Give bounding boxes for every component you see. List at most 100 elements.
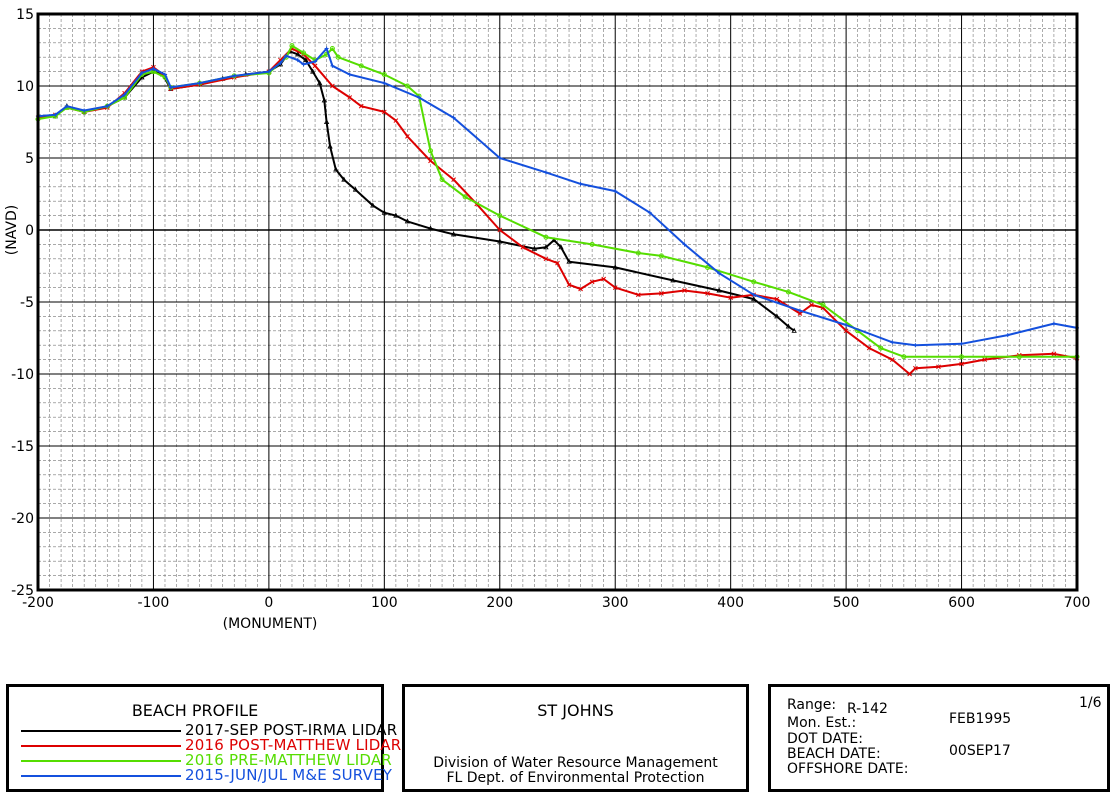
y-tick-label: -25 bbox=[11, 583, 34, 599]
data-point bbox=[462, 194, 468, 200]
data-point bbox=[612, 285, 618, 290]
data-point bbox=[785, 289, 791, 295]
data-point bbox=[330, 63, 335, 68]
data-point bbox=[658, 253, 664, 259]
data-point bbox=[151, 66, 156, 71]
data-point bbox=[497, 213, 503, 219]
data-point bbox=[139, 71, 144, 76]
y-tick-label: -5 bbox=[20, 295, 34, 311]
y-tick-label: 0 bbox=[25, 223, 34, 239]
data-point bbox=[122, 92, 127, 97]
data-point bbox=[589, 279, 595, 285]
data-point bbox=[393, 118, 399, 123]
legend-swatch bbox=[21, 760, 181, 762]
x-tick-label: 400 bbox=[717, 595, 744, 611]
data-point bbox=[531, 245, 538, 251]
data-point bbox=[284, 53, 289, 58]
legend-item: 2016 POST-MATTHEW LIDAR bbox=[21, 736, 401, 754]
legend-title: BEACH PROFILE bbox=[131, 701, 259, 720]
data-point bbox=[295, 58, 300, 63]
data-point bbox=[682, 242, 687, 247]
data-point bbox=[1005, 333, 1010, 338]
data-point bbox=[774, 313, 780, 319]
data-point bbox=[295, 51, 301, 57]
data-point bbox=[558, 244, 564, 250]
legend-item: 2016 PRE-MATTHEW LIDAR bbox=[21, 751, 392, 769]
x-tick-label: 500 bbox=[833, 595, 860, 611]
data-point bbox=[612, 264, 618, 270]
data-point bbox=[162, 72, 167, 77]
y-tick-label: -20 bbox=[11, 511, 34, 527]
data-point bbox=[405, 134, 410, 139]
data-point bbox=[843, 328, 849, 334]
y-tick-label: 5 bbox=[25, 151, 34, 167]
data-point bbox=[335, 54, 341, 60]
info-box: Range: R-142 1/6 Mon. Est.: FEB1995 DOT … bbox=[768, 684, 1110, 792]
x-tick-label: -100 bbox=[138, 595, 170, 611]
agency-division: Division of Water Resource Management bbox=[433, 755, 718, 771]
data-point bbox=[543, 244, 549, 250]
x-tick-label: -200 bbox=[22, 595, 54, 611]
data-point bbox=[751, 296, 757, 302]
x-tick-label: 200 bbox=[486, 595, 513, 611]
data-point bbox=[428, 158, 433, 164]
data-point bbox=[321, 97, 327, 103]
data-point bbox=[844, 323, 849, 328]
x-tick-label: 0 bbox=[264, 595, 273, 611]
data-point bbox=[705, 291, 710, 296]
data-point bbox=[520, 244, 526, 250]
mon-est-label: Mon. Est.: bbox=[787, 715, 857, 731]
data-point bbox=[820, 302, 826, 308]
data-point bbox=[566, 282, 572, 288]
data-point bbox=[566, 258, 572, 264]
range-value: R-142 bbox=[847, 701, 888, 717]
data-point bbox=[728, 295, 734, 301]
chart-grid bbox=[37, 13, 1078, 591]
data-point bbox=[682, 288, 687, 293]
data-point bbox=[555, 260, 560, 266]
data-point bbox=[439, 177, 445, 183]
data-point bbox=[197, 81, 202, 86]
data-point bbox=[889, 357, 895, 362]
data-point bbox=[959, 354, 965, 360]
data-point bbox=[330, 83, 335, 89]
chart-tick-labels: -200 -100 0 100 200 300 400 500 600 700 15 10 5 0 -5 -1… bbox=[11, 7, 1090, 611]
data-point bbox=[53, 112, 58, 117]
data-point bbox=[791, 327, 797, 333]
data-point bbox=[303, 57, 309, 63]
legend-box: BEACH PROFILE 2017-SEP POST-IRMA LIDAR 2… bbox=[6, 684, 401, 792]
data-point bbox=[168, 85, 173, 90]
data-point bbox=[809, 302, 814, 308]
data-point bbox=[1016, 354, 1022, 360]
page-number: 1/6 bbox=[1079, 695, 1102, 711]
data-point bbox=[797, 308, 802, 313]
data-point bbox=[578, 286, 583, 292]
legend-item: 2017-SEP POST-IRMA LIDAR bbox=[21, 721, 397, 739]
data-point bbox=[497, 238, 503, 244]
data-point bbox=[317, 80, 323, 86]
data-point bbox=[751, 279, 757, 285]
data-point bbox=[959, 341, 964, 346]
mon-est-value: FEB1995 bbox=[949, 711, 1012, 727]
data-point bbox=[428, 148, 434, 154]
x-tick-label: 100 bbox=[371, 595, 398, 611]
data-point bbox=[381, 109, 387, 115]
data-point bbox=[659, 291, 664, 296]
data-point bbox=[635, 292, 641, 298]
chart-axes bbox=[36, 12, 1079, 592]
beach-date-value: 00SEP17 bbox=[949, 743, 1011, 759]
data-point bbox=[589, 241, 595, 247]
agency-department: FL Dept. of Environmental Protection bbox=[446, 770, 705, 786]
y-tick-label: -10 bbox=[11, 367, 34, 383]
data-point bbox=[347, 72, 352, 77]
data-point bbox=[105, 104, 110, 109]
plot-frame bbox=[36, 12, 1079, 592]
data-point bbox=[301, 50, 307, 56]
data-point bbox=[310, 68, 316, 74]
data-point bbox=[543, 170, 548, 175]
data-point bbox=[427, 225, 434, 231]
range-label: Range: bbox=[787, 697, 837, 713]
data-point bbox=[785, 323, 792, 329]
legend-label: 2016 PRE-MATTHEW LIDAR bbox=[185, 751, 392, 769]
data-point bbox=[341, 176, 347, 182]
